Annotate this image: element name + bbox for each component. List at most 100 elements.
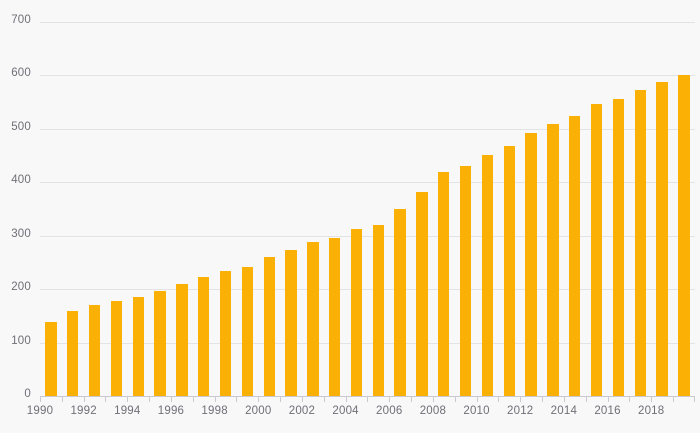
- bar[interactable]: [416, 192, 428, 396]
- bar[interactable]: [634, 90, 646, 396]
- gridline: [40, 235, 695, 237]
- y-axis-tick-label: 300: [11, 227, 31, 240]
- x-axis-tick-mark: [301, 396, 303, 402]
- x-axis-tick-mark: [280, 396, 282, 402]
- x-tick-slot: [629, 396, 651, 433]
- bar[interactable]: [110, 301, 123, 396]
- x-tick-slot: [192, 396, 215, 433]
- bar[interactable]: [569, 116, 581, 396]
- bar-slot: [477, 22, 499, 396]
- bar[interactable]: [198, 276, 210, 396]
- x-tick-slot: 2016: [594, 396, 630, 433]
- bar[interactable]: [154, 291, 166, 396]
- x-tick-slot: [236, 396, 258, 433]
- bar[interactable]: [45, 321, 57, 396]
- x-axis-tick-label: 2010: [463, 405, 490, 417]
- x-axis-tick-mark: [693, 396, 695, 402]
- bar[interactable]: [503, 145, 515, 396]
- x-tick-slot: 2012: [507, 396, 542, 433]
- bar[interactable]: [219, 270, 232, 396]
- bar[interactable]: [656, 82, 668, 396]
- x-tick-slot: 1990: [27, 396, 62, 433]
- bar-slot: [258, 22, 280, 396]
- x-axis-tick-mark: [83, 396, 85, 402]
- bar-slot: [498, 22, 520, 396]
- y-axis-tick-label: 500: [11, 120, 31, 133]
- x-tick-slot: 1996: [158, 396, 193, 433]
- x-axis-tick-mark: [61, 396, 63, 402]
- bar-slot: [433, 22, 455, 396]
- bar[interactable]: [438, 171, 450, 396]
- bar[interactable]: [481, 155, 494, 396]
- x-tick-slot: 1994: [114, 396, 149, 433]
- x-axis-tick-mark: [345, 396, 347, 402]
- bar[interactable]: [678, 74, 690, 396]
- bar[interactable]: [67, 310, 79, 396]
- x-tick-slot: 2014: [551, 396, 586, 433]
- x-tick-slot: 2018: [638, 396, 673, 433]
- bar[interactable]: [132, 296, 144, 396]
- bar[interactable]: [525, 133, 537, 396]
- x-axis-tick-mark: [651, 396, 653, 402]
- bar[interactable]: [307, 241, 319, 396]
- x-axis-tick-mark: [432, 396, 434, 402]
- x-axis-tick-label: 2002: [288, 405, 316, 417]
- x-axis-ticks: 1990 1992 1994 1996 1998 2000 2002 2004 2006 2008…: [27, 396, 695, 433]
- x-axis-tick-label: 2018: [637, 405, 665, 417]
- x-tick-slot: [61, 396, 84, 433]
- x-axis-tick-label: 2012: [507, 405, 534, 417]
- x-tick-slot: 2008: [420, 396, 455, 433]
- bar[interactable]: [372, 224, 384, 396]
- bar[interactable]: [350, 229, 363, 396]
- bar[interactable]: [176, 284, 188, 396]
- x-axis-tick-mark: [214, 396, 216, 402]
- bar[interactable]: [329, 238, 341, 396]
- bar[interactable]: [590, 104, 603, 396]
- x-tick-slot: [673, 396, 695, 433]
- x-axis-tick-mark: [629, 396, 631, 402]
- bar[interactable]: [547, 124, 559, 396]
- bar[interactable]: [612, 98, 625, 396]
- gridline: [40, 342, 695, 344]
- bars-layer: [40, 22, 695, 396]
- y-axis-tick-label: 0: [24, 388, 31, 400]
- bar-slot: [564, 22, 586, 396]
- x-axis-tick-mark: [476, 396, 478, 402]
- x-tick-slot: 2004: [332, 396, 368, 433]
- bar-slot: [62, 22, 84, 396]
- x-tick-slot: [323, 396, 346, 433]
- bar-slot: [346, 22, 368, 396]
- bar[interactable]: [394, 209, 406, 396]
- x-axis-tick-mark: [323, 396, 325, 402]
- x-axis-tick-label: 2016: [594, 405, 621, 417]
- x-axis-tick-label: 1996: [157, 405, 185, 417]
- x-tick-slot: [105, 396, 127, 433]
- gridline: [40, 75, 695, 77]
- x-axis-tick-mark: [673, 396, 675, 402]
- bar-slot: [302, 22, 324, 396]
- bar[interactable]: [88, 304, 101, 396]
- x-axis-tick-label: 2006: [376, 405, 403, 417]
- bar[interactable]: [241, 266, 254, 396]
- x-axis-tick-mark: [607, 396, 609, 402]
- x-tick-slot: [585, 396, 608, 433]
- y-axis-tick-label: 100: [11, 334, 31, 347]
- x-tick-slot: [542, 396, 564, 433]
- bar[interactable]: [263, 256, 275, 396]
- bar-slot: [542, 22, 564, 396]
- x-axis-tick-mark: [454, 396, 456, 402]
- plot-area: 0 100 200 300 400 500 600 700: [11, 14, 695, 400]
- x-axis-tick-mark: [520, 396, 522, 402]
- x-axis-tick-label: 1998: [201, 405, 228, 417]
- bar-slot: [193, 22, 215, 396]
- bar-slot: [586, 22, 608, 396]
- x-axis-tick-mark: [236, 396, 238, 402]
- x-axis-tick-label: 2008: [419, 405, 447, 417]
- x-axis-tick-label: 2004: [332, 405, 359, 417]
- x-tick-slot: 2002: [289, 396, 324, 433]
- bar[interactable]: [285, 249, 297, 396]
- x-axis-tick-mark: [149, 396, 151, 402]
- bar[interactable]: [459, 166, 472, 396]
- x-axis-tick-mark: [367, 396, 369, 402]
